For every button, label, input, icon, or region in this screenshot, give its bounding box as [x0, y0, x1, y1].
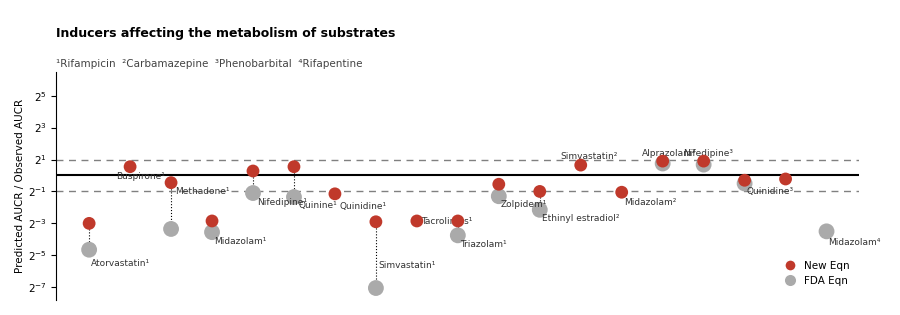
Text: Simvastatin¹: Simvastatin¹	[378, 261, 436, 270]
Y-axis label: Predicted AUCR / Observed AUCR: Predicted AUCR / Observed AUCR	[15, 99, 25, 273]
Point	[287, 194, 302, 199]
Text: Buspirone¹: Buspirone¹	[116, 172, 165, 181]
Text: Nifedipine³: Nifedipine³	[683, 149, 734, 158]
Point	[819, 229, 833, 234]
Text: Quinidine¹: Quinidine¹	[339, 202, 386, 211]
Text: Methadone¹: Methadone¹	[176, 187, 230, 196]
Point	[655, 161, 670, 166]
Text: Simvastatin²: Simvastatin²	[561, 152, 617, 161]
Text: Nifedipine¹: Nifedipine¹	[257, 198, 307, 207]
Point	[369, 285, 383, 290]
Point	[737, 181, 751, 186]
Point	[369, 219, 383, 224]
Point	[246, 191, 260, 196]
Point	[533, 207, 547, 212]
Text: Atorvastatin¹: Atorvastatin¹	[91, 259, 150, 268]
Point	[123, 164, 138, 169]
Point	[697, 162, 711, 167]
Point	[410, 219, 424, 224]
Text: Triazolam¹: Triazolam¹	[460, 240, 507, 249]
Point	[615, 190, 629, 195]
Legend: New Eqn, FDA Eqn: New Eqn, FDA Eqn	[775, 257, 854, 290]
Point	[246, 169, 260, 174]
Text: Midazolam¹: Midazolam¹	[214, 237, 266, 246]
Point	[451, 233, 465, 238]
Text: Quinine¹: Quinine¹	[298, 201, 337, 210]
Point	[82, 247, 96, 252]
Point	[778, 176, 793, 181]
Point	[451, 219, 465, 224]
Point	[737, 178, 751, 183]
Text: Tacrolimus¹: Tacrolimus¹	[421, 217, 473, 226]
Text: Inducers affecting the metabolism of substrates: Inducers affecting the metabolism of sub…	[57, 27, 396, 40]
Point	[82, 221, 96, 226]
Point	[205, 219, 220, 224]
Text: Zolpidem¹: Zolpidem¹	[501, 200, 547, 209]
Point	[697, 158, 711, 163]
Text: Alprazolam²: Alprazolam²	[643, 149, 697, 158]
Text: ¹Rifampicin  ²Carbamazepine  ³Phenobarbital  ⁴Rifapentine: ¹Rifampicin ²Carbamazepine ³Phenobarbita…	[57, 59, 363, 69]
Text: Ethinyl estradiol²: Ethinyl estradiol²	[542, 214, 619, 223]
Text: Midazolam²: Midazolam²	[624, 198, 676, 207]
Point	[205, 230, 220, 235]
Point	[491, 194, 506, 199]
Text: Quinidine³: Quinidine³	[747, 187, 794, 196]
Point	[287, 164, 302, 169]
Point	[655, 158, 670, 163]
Point	[573, 163, 588, 168]
Text: Midazolam⁴: Midazolam⁴	[829, 238, 881, 247]
Point	[164, 226, 178, 232]
Point	[164, 180, 178, 185]
Point	[328, 191, 342, 196]
Point	[491, 182, 506, 187]
Point	[533, 189, 547, 194]
